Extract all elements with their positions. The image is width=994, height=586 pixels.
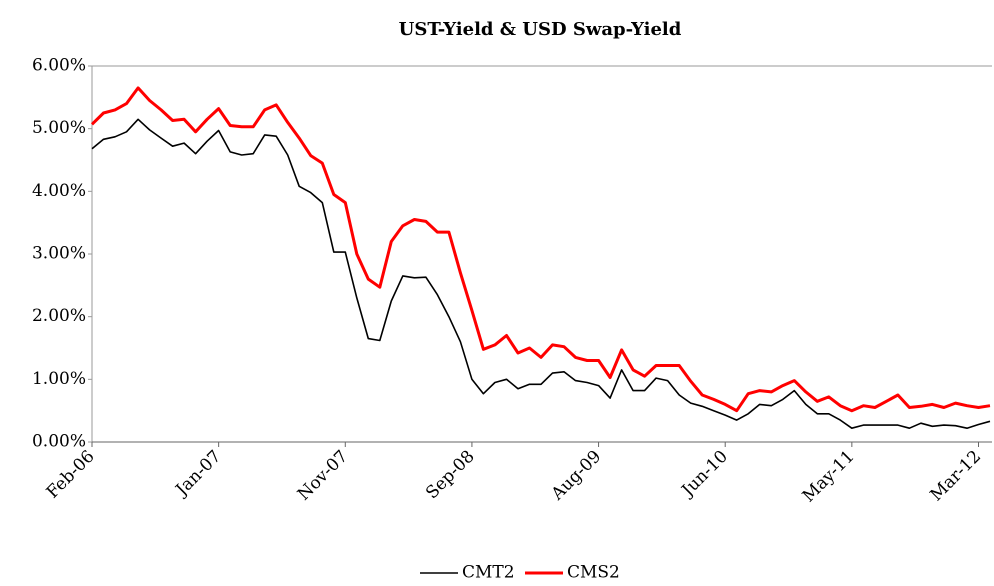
series-line bbox=[90, 86, 991, 413]
y-tick-label: 0.00% bbox=[32, 432, 86, 452]
y-tick-label: 6.00% bbox=[32, 56, 86, 76]
x-tick-label: Jun-10 bbox=[677, 447, 732, 502]
chart-title: UST-Yield & USD Swap-Yield bbox=[399, 19, 682, 40]
y-tick-label: 2.00% bbox=[32, 306, 86, 326]
y-tick-label: 4.00% bbox=[32, 181, 86, 201]
x-tick-label: Sep-08 bbox=[422, 447, 479, 504]
x-tick-label: Nov-07 bbox=[294, 447, 352, 505]
y-tick-label: 5.00% bbox=[32, 118, 86, 138]
y-tick-label: 3.00% bbox=[32, 244, 86, 264]
legend-label: CMS2 bbox=[567, 563, 620, 583]
x-tick-label: Mar-12 bbox=[926, 447, 985, 506]
x-tick-label: Jan-07 bbox=[171, 447, 226, 502]
x-tick-label: Feb-06 bbox=[43, 447, 99, 503]
y-tick-label: 1.00% bbox=[32, 369, 86, 389]
x-tick-label: Aug-09 bbox=[547, 447, 605, 505]
legend-label: CMT2 bbox=[462, 563, 515, 583]
x-tick-label: May-11 bbox=[799, 447, 859, 507]
series-line bbox=[91, 118, 991, 429]
